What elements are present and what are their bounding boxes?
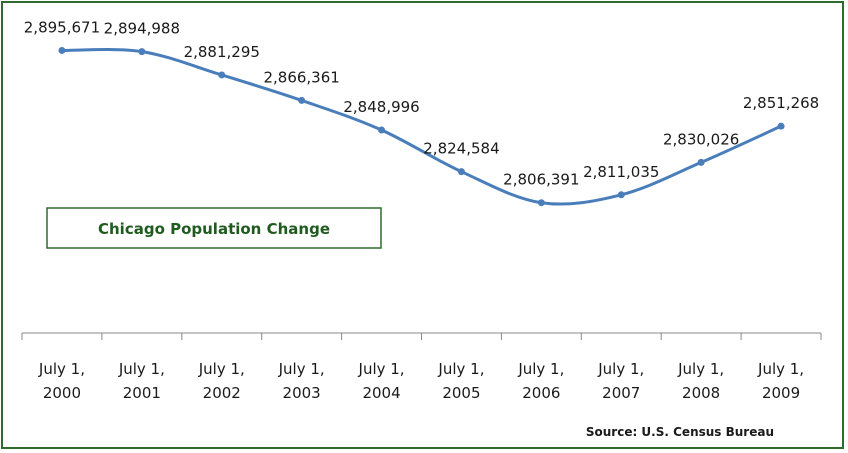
data-label: 2,824,584 xyxy=(423,140,499,158)
data-markers xyxy=(58,46,785,207)
data-point xyxy=(298,96,306,104)
data-label: 2,848,996 xyxy=(343,98,419,116)
data-point xyxy=(378,126,386,134)
x-tick-label: July 1, 2004 xyxy=(358,360,405,402)
data-point xyxy=(617,191,625,199)
x-axis xyxy=(21,332,822,340)
data-labels: 2,895,671 2,894,9882,881,2952,866,3612,84… xyxy=(24,18,819,188)
x-tick-labels: July 1, 2000 July 1, 2001 July 1, 2002 July 1,… xyxy=(38,360,804,402)
data-label: 2,881,295 xyxy=(184,43,260,61)
x-tick-label: July 1, 2008 xyxy=(677,360,724,402)
x-tick-label: July 1, 2006 xyxy=(517,360,564,402)
data-point xyxy=(537,199,545,207)
x-tick-label: July 1, 2002 xyxy=(198,360,245,402)
source-note: Source: U.S. Census Bureau xyxy=(586,425,774,439)
data-label: 2,806,391 xyxy=(503,171,579,189)
data-label: 2,830,026 xyxy=(663,130,739,148)
data-point xyxy=(457,168,465,176)
data-point xyxy=(58,46,66,54)
data-label: 2,895,671 xyxy=(24,18,100,36)
x-tick-label: July 1, 2005 xyxy=(437,360,484,402)
data-label: 2,866,361 xyxy=(263,68,339,86)
data-label: 2,894,988 xyxy=(104,20,180,38)
data-point xyxy=(218,71,226,79)
x-tick-label: July 1, 2003 xyxy=(278,360,325,402)
data-label: 2,851,268 xyxy=(743,94,819,112)
series-line xyxy=(61,48,782,206)
chart-title: Chicago Population Change xyxy=(98,220,330,238)
x-tick-label: July 1, 2007 xyxy=(597,360,644,402)
data-point xyxy=(697,158,705,166)
chart-title-box: Chicago Population Change xyxy=(46,207,382,249)
data-point xyxy=(777,122,785,130)
data-label: 2,811,035 xyxy=(583,163,659,181)
x-tick-label: July 1, 2009 xyxy=(757,360,804,402)
x-tick-label: July 1, 2000 xyxy=(38,360,85,402)
x-tick-label: July 1, 2001 xyxy=(118,360,165,402)
data-point xyxy=(138,48,146,56)
